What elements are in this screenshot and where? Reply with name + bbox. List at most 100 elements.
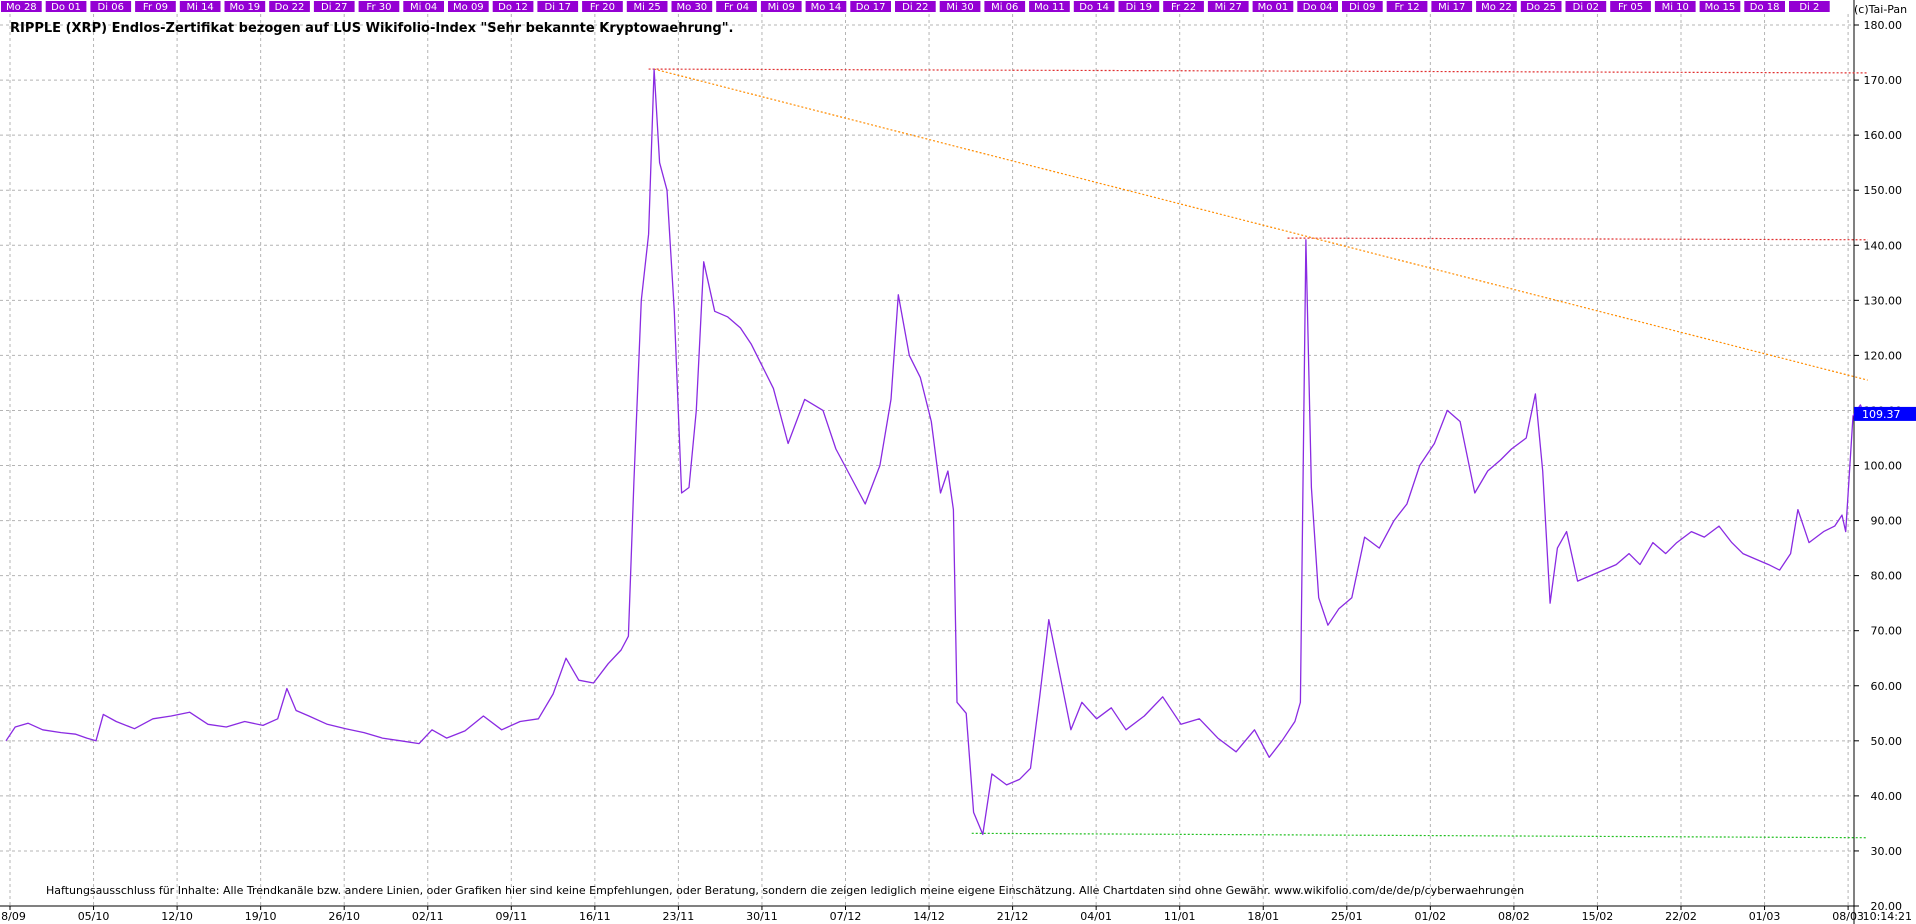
top-date-label: Do 12: [498, 2, 528, 13]
top-date-cell: [1476, 1, 1517, 12]
top-date-label: Mo 01: [1258, 2, 1289, 13]
y-tick-label: 130.00: [1864, 294, 1903, 307]
x-tick-label: 16/11: [579, 910, 611, 923]
top-date-label: Di 09: [1349, 2, 1375, 13]
top-date-cell: [1386, 1, 1428, 12]
top-date-cell: [1744, 1, 1785, 12]
top-date-cell: [224, 1, 266, 12]
top-date-cell: [1297, 1, 1338, 12]
top-date-label: Di 22: [902, 2, 928, 13]
y-tick-label: 90.00: [1871, 515, 1903, 528]
top-date-cell: [135, 1, 176, 12]
time-label: 10:14:21: [1863, 910, 1912, 923]
x-tick-label: 28/09: [0, 910, 26, 923]
top-date-cell: [1118, 1, 1160, 12]
top-date-label: Do 25: [1526, 2, 1556, 13]
top-date-label: Mo 15: [1705, 2, 1736, 13]
top-date-cell: [805, 1, 847, 12]
chart-title: RIPPLE (XRP) Endlos-Zertifikat bezogen a…: [10, 21, 733, 36]
top-date-cell: [1520, 1, 1562, 12]
top-date-label: Fr 22: [1171, 2, 1196, 13]
resistance-line-top: [648, 68, 1868, 74]
top-date-label: Mo 22: [1481, 2, 1512, 13]
x-tick-label: 12/10: [161, 910, 193, 923]
top-date-label: Mo 28: [6, 2, 37, 13]
top-date-cell: [1163, 1, 1204, 12]
downtrend-line: [653, 68, 1868, 381]
x-tick-label: 09/11: [495, 910, 527, 923]
trend-lines: [648, 68, 1868, 839]
y-axis: 180.00 170.00 160.00 150.00 140.00 130.00 120.…: [1854, 19, 1916, 913]
top-date-cell: [358, 1, 400, 12]
top-date-label: Mo 11: [1034, 2, 1065, 13]
x-tick-label: 18/01: [1247, 910, 1279, 923]
top-date-cell: [492, 1, 534, 12]
x-tick-label: 08/02: [1498, 910, 1530, 923]
price-series: [5, 68, 1865, 836]
top-date-cell: [895, 1, 936, 12]
y-tick-label: 180.00: [1864, 19, 1903, 32]
y-tick-label: 140.00: [1864, 239, 1903, 252]
x-tick-label: 19/10: [245, 910, 277, 923]
x-tick-label: 14/12: [913, 910, 945, 923]
top-date-cell: [313, 1, 355, 12]
top-date-band: Mo 28 Do 01 Di 06 Fr 09 Mi 14 Mo 19 Do 22 Di 27…: [1, 1, 1830, 13]
y-tick-label: 160.00: [1864, 129, 1903, 142]
top-date-label: Do 04: [1303, 2, 1333, 13]
top-date-label: Mi 06: [991, 2, 1018, 13]
top-date-cell: [45, 1, 87, 12]
top-date-label: Di 17: [545, 2, 571, 13]
x-tick-label: 08/03: [1832, 910, 1864, 923]
top-date-label: Fr 04: [724, 2, 749, 13]
top-date-label: Fr 20: [590, 2, 615, 13]
top-date-label: Mo 14: [811, 2, 842, 13]
top-date-label: Do 17: [856, 2, 886, 13]
y-tick-label: 100.00: [1864, 460, 1903, 473]
grid: [0, 0, 1855, 924]
top-date-label: Mi 25: [633, 2, 660, 13]
top-date-label: Mi 17: [1438, 2, 1465, 13]
top-date-label: Di 06: [98, 2, 124, 13]
top-date-label: Mo 19: [230, 2, 261, 13]
support-line: [971, 832, 1868, 839]
top-date-label: Mi 04: [410, 2, 437, 13]
x-tick-label: 02/11: [412, 910, 444, 923]
top-date-label: Di 19: [1126, 2, 1152, 13]
y-tick-label: 20.00: [1871, 900, 1903, 913]
top-date-cell: [1610, 1, 1651, 12]
resistance-line-second: [1287, 237, 1868, 241]
top-date-cell: [1, 1, 42, 12]
top-date-cell: [269, 1, 310, 12]
x-tick-label: 30/11: [746, 910, 778, 923]
top-date-cell: [850, 1, 891, 12]
top-date-cell: [1252, 1, 1294, 12]
x-tick-label: 04/01: [1080, 910, 1112, 923]
top-date-label: Fr 05: [1618, 2, 1643, 13]
y-tick-label: 150.00: [1864, 184, 1903, 197]
top-date-label: Di 2: [1799, 2, 1819, 13]
x-tick-label: 15/02: [1582, 910, 1614, 923]
top-date-cell: [1789, 1, 1830, 12]
top-date-label: Do 01: [51, 2, 81, 13]
top-date-cell: [1207, 1, 1249, 12]
y-tick-label: 70.00: [1871, 625, 1903, 638]
top-date-label: Mo 30: [677, 2, 708, 13]
x-tick-label: 11/01: [1164, 910, 1196, 923]
top-date-label: Di 02: [1573, 2, 1599, 13]
top-date-cell: [1073, 1, 1115, 12]
x-tick-label: 26/10: [328, 910, 360, 923]
x-tick-label: 22/02: [1665, 910, 1697, 923]
top-date-label: Mi 30: [946, 2, 973, 13]
top-date-cell: [1654, 1, 1696, 12]
y-tick-label: 30.00: [1871, 845, 1903, 858]
top-date-cell: [626, 1, 668, 12]
x-tick-label: 01/02: [1414, 910, 1446, 923]
top-date-cell: [1029, 1, 1070, 12]
top-date-cell: [448, 1, 489, 12]
disclaimer-text: Haftungsausschluss für Inhalte: Alle Tre…: [46, 884, 1524, 897]
last-value-box: [1854, 406, 1916, 421]
x-tick-label: 23/11: [663, 910, 695, 923]
top-date-label: Do 22: [275, 2, 305, 13]
x-tick-label: 01/03: [1749, 910, 1781, 923]
